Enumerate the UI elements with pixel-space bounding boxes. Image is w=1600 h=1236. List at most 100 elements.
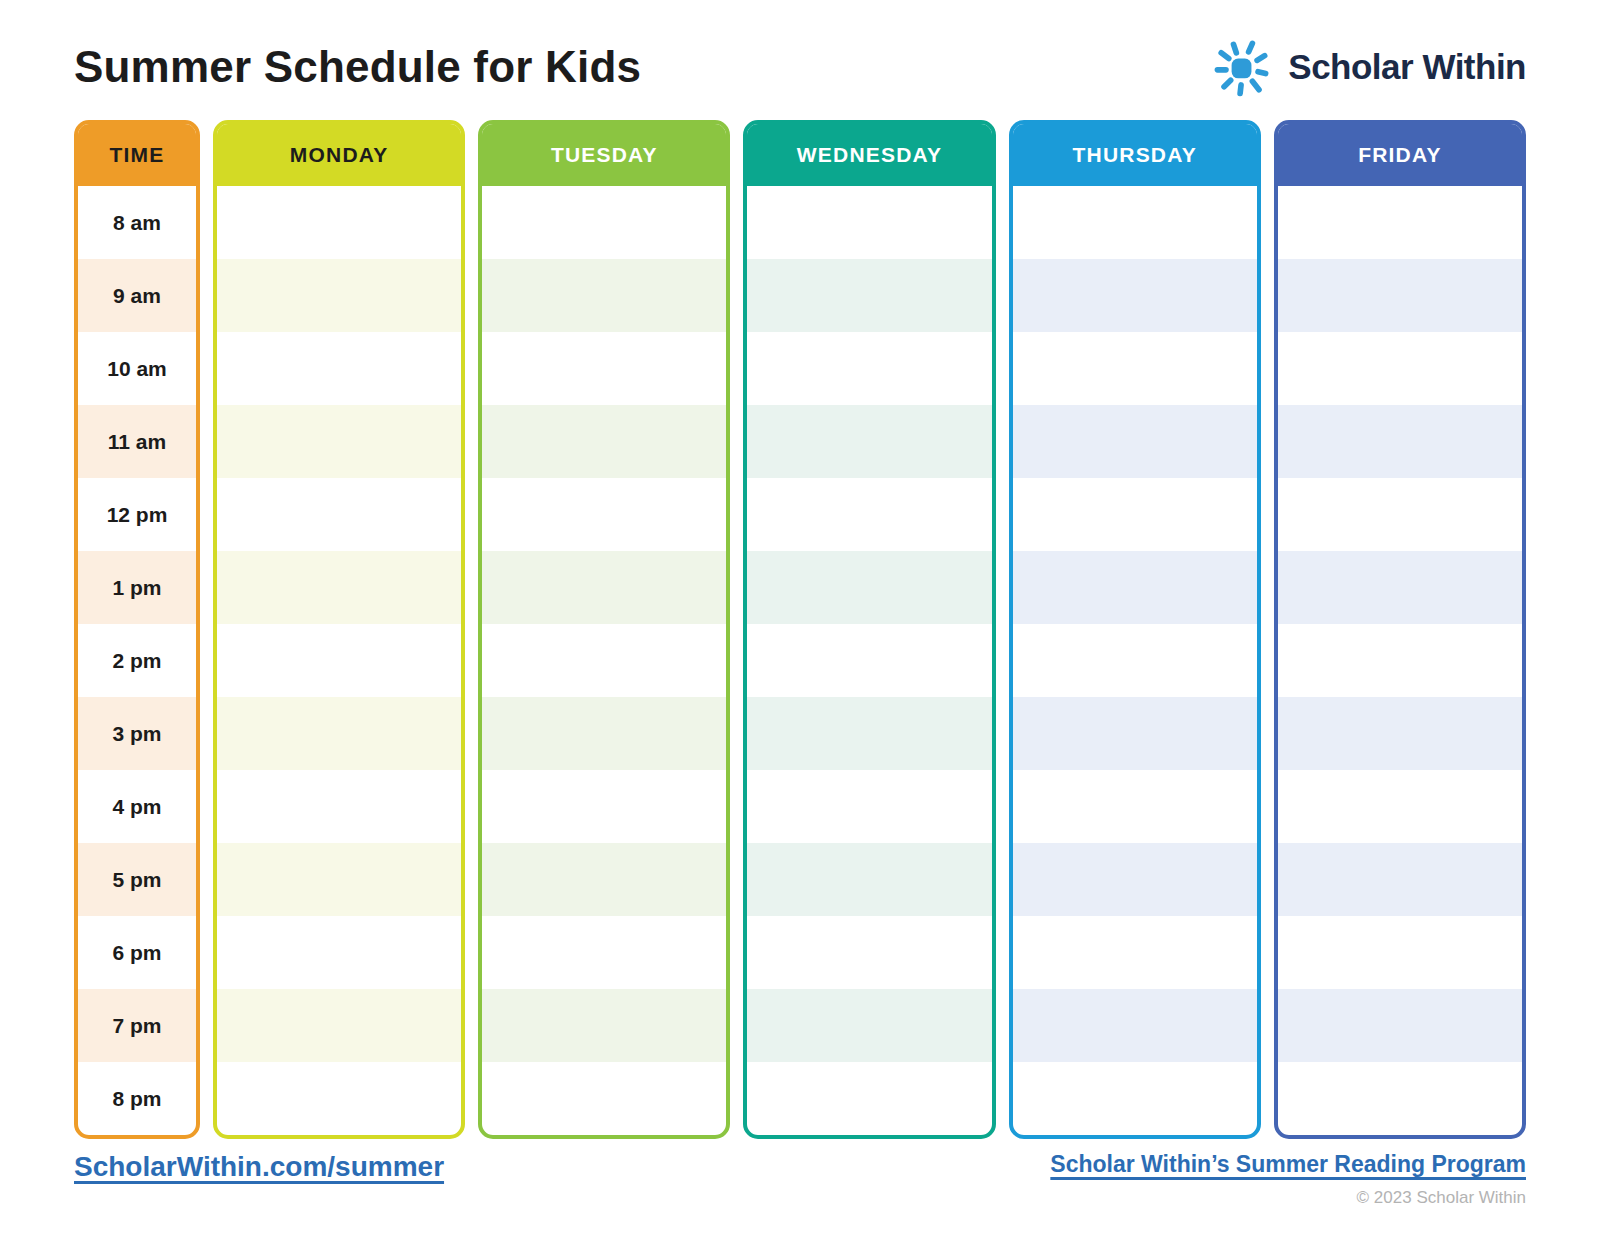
schedule-cell-friday-9-am [1278,259,1522,332]
schedule-cell-wednesday-11-am [747,405,991,478]
page-header: Summer Schedule for Kids Scholar Within [0,0,1600,120]
schedule-cell-friday-8-pm [1278,1062,1522,1135]
schedule-cell-tuesday-9-am [482,259,726,332]
time-label-8-pm: 8 pm [78,1062,196,1135]
day-header-thursday: THURSDAY [1013,124,1257,186]
footer-right-block: Scholar Within’s Summer Reading Program … [1050,1151,1526,1208]
brand-name: Scholar Within [1288,47,1526,87]
schedule-cell-wednesday-6-pm [747,916,991,989]
copyright: © 2023 Scholar Within [1050,1188,1526,1208]
schedule-cell-monday-8-pm [217,1062,461,1135]
schedule-cell-thursday-2-pm [1013,624,1257,697]
schedule-cell-tuesday-12-pm [482,478,726,551]
schedule-cell-friday-2-pm [1278,624,1522,697]
schedule-cell-tuesday-6-pm [482,916,726,989]
brand-logo: Scholar Within [1208,33,1526,101]
time-label-11-am: 11 am [78,405,196,478]
time-label-9-am: 9 am [78,259,196,332]
day-column-wednesday: WEDNESDAY [743,120,995,1139]
time-label-5-pm: 5 pm [78,843,196,916]
time-label-1-pm: 1 pm [78,551,196,624]
schedule-cell-thursday-9-am [1013,259,1257,332]
schedule-cell-tuesday-3-pm [482,697,726,770]
schedule-cell-friday-1-pm [1278,551,1522,624]
schedule-cell-thursday-7-pm [1013,989,1257,1062]
day-column-thursday: THURSDAY [1009,120,1261,1139]
schedule-cell-tuesday-1-pm [482,551,726,624]
schedule-cell-monday-3-pm [217,697,461,770]
schedule-cell-wednesday-7-pm [747,989,991,1062]
schedule-cell-tuesday-11-am [482,405,726,478]
schedule-cell-friday-4-pm [1278,770,1522,843]
sun-icon [1208,33,1276,101]
schedule-cell-thursday-5-pm [1013,843,1257,916]
schedule-cell-wednesday-1-pm [747,551,991,624]
schedule-cell-tuesday-5-pm [482,843,726,916]
schedule-cell-wednesday-9-am [747,259,991,332]
schedule-cell-friday-5-pm [1278,843,1522,916]
schedule-grid: TIME8 am9 am10 am11 am12 pm1 pm2 pm3 pm4… [0,120,1600,1139]
day-column-tuesday: TUESDAY [478,120,730,1139]
day-header-wednesday: WEDNESDAY [747,124,991,186]
schedule-cell-thursday-4-pm [1013,770,1257,843]
schedule-cell-friday-8-am [1278,186,1522,259]
schedule-cell-monday-12-pm [217,478,461,551]
schedule-cell-friday-10-am [1278,332,1522,405]
schedule-cell-monday-4-pm [217,770,461,843]
schedule-cell-tuesday-8-am [482,186,726,259]
schedule-cell-friday-11-am [1278,405,1522,478]
schedule-cell-monday-9-am [217,259,461,332]
schedule-cell-monday-6-pm [217,916,461,989]
time-label-6-pm: 6 pm [78,916,196,989]
time-column-header: TIME [78,124,196,186]
day-column-monday: MONDAY [213,120,465,1139]
schedule-cell-wednesday-10-am [747,332,991,405]
schedule-cell-monday-10-am [217,332,461,405]
day-column-friday: FRIDAY [1274,120,1526,1139]
schedule-cell-wednesday-8-pm [747,1062,991,1135]
schedule-cell-thursday-1-pm [1013,551,1257,624]
page-title: Summer Schedule for Kids [74,42,641,92]
reading-program-link[interactable]: Scholar Within’s Summer Reading Program [1050,1151,1526,1178]
time-label-10-am: 10 am [78,332,196,405]
schedule-cell-monday-8-am [217,186,461,259]
schedule-cell-friday-7-pm [1278,989,1522,1062]
schedule-cell-tuesday-8-pm [482,1062,726,1135]
schedule-cell-wednesday-12-pm [747,478,991,551]
schedule-cell-thursday-3-pm [1013,697,1257,770]
time-label-8-am: 8 am [78,186,196,259]
schedule-cell-monday-2-pm [217,624,461,697]
schedule-cell-monday-5-pm [217,843,461,916]
schedule-cell-wednesday-5-pm [747,843,991,916]
schedule-cell-tuesday-2-pm [482,624,726,697]
schedule-cell-tuesday-4-pm [482,770,726,843]
schedule-cell-thursday-12-pm [1013,478,1257,551]
schedule-cell-thursday-11-am [1013,405,1257,478]
schedule-cell-thursday-8-pm [1013,1062,1257,1135]
summer-url-link[interactable]: ScholarWithin.com/summer [74,1151,444,1183]
schedule-cell-monday-11-am [217,405,461,478]
schedule-cell-wednesday-4-pm [747,770,991,843]
day-header-tuesday: TUESDAY [482,124,726,186]
schedule-cell-friday-6-pm [1278,916,1522,989]
day-header-monday: MONDAY [217,124,461,186]
time-label-3-pm: 3 pm [78,697,196,770]
schedule-cell-tuesday-7-pm [482,989,726,1062]
schedule-cell-monday-1-pm [217,551,461,624]
schedule-cell-wednesday-8-am [747,186,991,259]
time-label-2-pm: 2 pm [78,624,196,697]
schedule-cell-tuesday-10-am [482,332,726,405]
schedule-cell-thursday-6-pm [1013,916,1257,989]
schedule-cell-thursday-10-am [1013,332,1257,405]
time-column: TIME8 am9 am10 am11 am12 pm1 pm2 pm3 pm4… [74,120,200,1139]
schedule-cell-friday-12-pm [1278,478,1522,551]
schedule-cell-wednesday-2-pm [747,624,991,697]
schedule-cell-monday-7-pm [217,989,461,1062]
page-footer: ScholarWithin.com/summer Scholar Within’… [0,1139,1600,1208]
time-label-7-pm: 7 pm [78,989,196,1062]
schedule-cell-thursday-8-am [1013,186,1257,259]
day-header-friday: FRIDAY [1278,124,1522,186]
schedule-cell-friday-3-pm [1278,697,1522,770]
schedule-cell-wednesday-3-pm [747,697,991,770]
time-label-4-pm: 4 pm [78,770,196,843]
